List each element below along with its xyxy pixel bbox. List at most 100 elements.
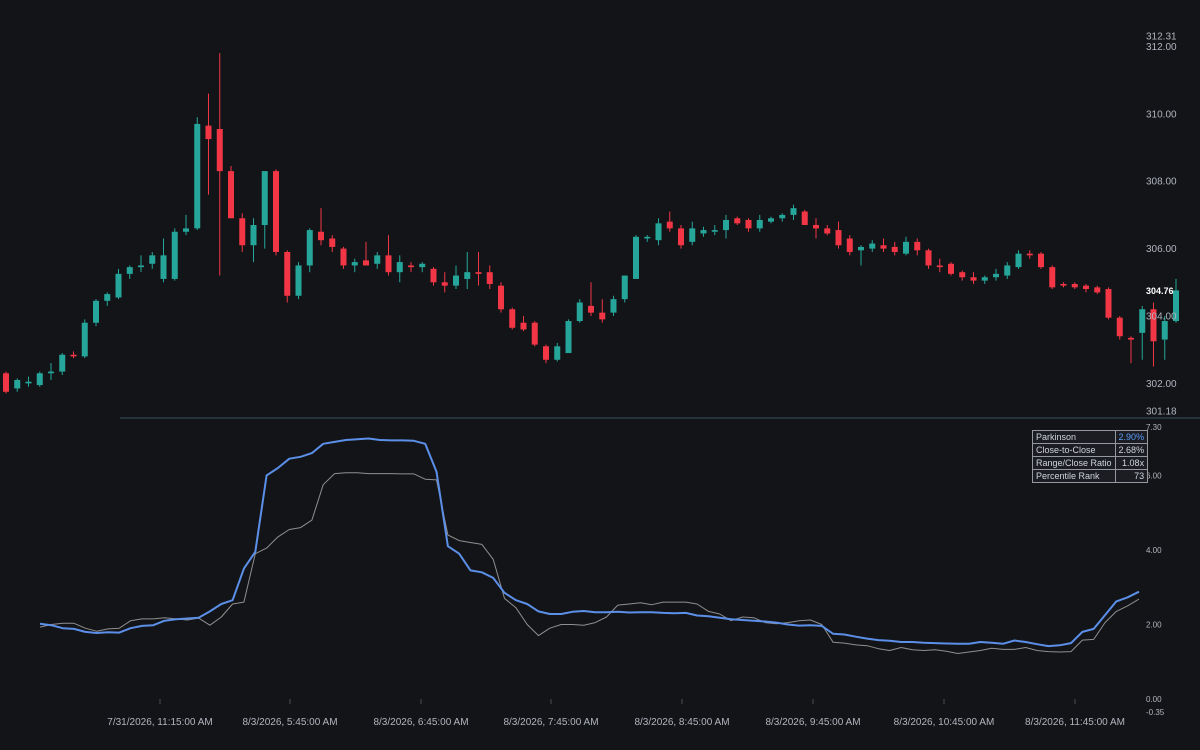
candle [453, 265, 459, 290]
stats-value: 1.08x [1114, 456, 1149, 470]
candle-body [340, 248, 347, 266]
candle-body [374, 255, 381, 264]
candle [318, 208, 324, 246]
candle [396, 255, 403, 283]
candle [295, 262, 302, 300]
candle-body [981, 277, 988, 281]
candle [261, 171, 268, 249]
candle-body [1026, 253, 1033, 256]
candle [745, 218, 752, 232]
candle-body [14, 380, 21, 389]
candle-body [239, 218, 246, 246]
stats-value: 73 [1114, 469, 1149, 483]
candle-body [858, 246, 864, 251]
candle-body [723, 219, 729, 231]
candle [723, 214, 729, 239]
candle [25, 376, 32, 387]
candle [891, 241, 898, 256]
candle [273, 169, 279, 256]
candle-body [531, 322, 538, 345]
candle [486, 265, 493, 290]
volatility-pane[interactable] [39, 437, 1140, 654]
price-tick-label: 312.31 [1146, 32, 1177, 43]
candle [126, 265, 133, 279]
candle-body [813, 225, 819, 229]
candle-body [498, 285, 504, 310]
candle [408, 262, 414, 273]
candle [1128, 336, 1134, 364]
candle [610, 295, 617, 316]
stats-value: 2.90% [1114, 430, 1149, 444]
price-pane[interactable] [3, 53, 1179, 394]
candle [588, 282, 594, 316]
candle-body [25, 381, 32, 384]
candle [835, 221, 842, 249]
candle-body [554, 346, 561, 360]
candle-body [318, 231, 324, 241]
candle-body [306, 230, 313, 266]
candle [329, 235, 336, 252]
volatility-axis[interactable]: 7.30 6.00 4.00 2.00 0.00 -0.35 [1146, 423, 1165, 717]
candle [509, 307, 516, 330]
candle-body [419, 263, 426, 268]
candle [1105, 287, 1112, 320]
candle [430, 267, 437, 286]
candle-body [216, 128, 223, 172]
candle [70, 351, 77, 359]
candle [1094, 285, 1101, 295]
candle-body [1049, 267, 1056, 288]
candle-body [891, 246, 898, 252]
candle [1139, 305, 1146, 360]
candle-body [295, 265, 302, 296]
time-tick-label: 7/31/2026, 11:15:00 AM [107, 717, 212, 728]
time-tick-label: 8/3/2026, 8:45:00 AM [634, 717, 729, 728]
time-tick-label: 8/3/2026, 11:45:00 AM [1025, 717, 1125, 728]
candle-body [273, 171, 279, 252]
candle-body [160, 255, 167, 279]
candle-body [914, 241, 921, 251]
candle-body [126, 267, 133, 274]
candle-body [678, 228, 684, 246]
candle-body [1083, 285, 1089, 290]
candle [790, 204, 797, 220]
candle [149, 251, 156, 269]
candle-body [228, 171, 234, 219]
candle [599, 299, 606, 323]
candle-body [441, 282, 448, 286]
candle-body [1071, 283, 1078, 288]
candle [1071, 282, 1078, 290]
price-tick-label: 301.18 [1146, 407, 1177, 418]
price-tick-label: 304.00 [1146, 311, 1177, 322]
candle [925, 248, 932, 269]
candle [678, 225, 684, 249]
candle [880, 238, 887, 252]
candle-body [576, 302, 583, 322]
candle-body [59, 354, 66, 372]
candle [464, 251, 471, 290]
candle-body [1004, 265, 1011, 276]
time-tick-label: 8/3/2026, 7:45:00 AM [503, 717, 598, 728]
candle [734, 216, 741, 226]
candle [441, 272, 448, 293]
candle [239, 213, 246, 252]
candle-body [588, 305, 594, 313]
candle-body [903, 241, 909, 254]
time-axis[interactable]: 7/31/2026, 11:15:00 AM 8/3/2026, 5:45:00 … [107, 699, 1125, 728]
candle [1060, 282, 1067, 288]
candle [306, 228, 313, 273]
candle-body [329, 238, 336, 247]
candle [228, 166, 234, 219]
parkinson-line [39, 437, 1140, 648]
candle-body [543, 346, 549, 360]
candle [183, 214, 189, 236]
candle [959, 270, 966, 281]
candle-body [93, 300, 99, 323]
candle [543, 344, 549, 364]
candle [104, 292, 111, 306]
candle [14, 378, 21, 392]
candle [340, 246, 347, 269]
candle-body [846, 238, 853, 252]
